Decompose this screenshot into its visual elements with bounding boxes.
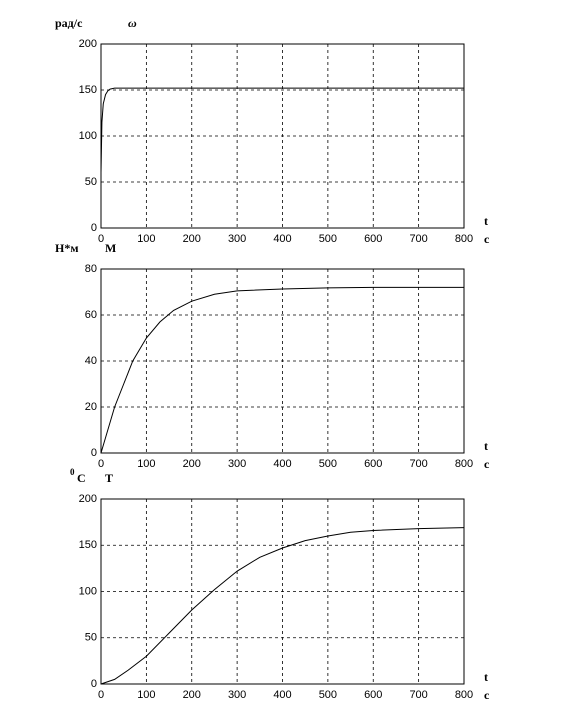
plot-frame [100, 43, 465, 229]
x-unit: c [484, 232, 490, 246]
y-tick-label: 150 [79, 539, 97, 551]
y-unit: Н*м [55, 241, 79, 255]
y-tick-label: 80 [85, 263, 97, 275]
x-unit: c [484, 457, 490, 471]
x-tick-label: 700 [409, 233, 427, 245]
x-tick-label: 100 [137, 233, 155, 245]
x-tick-label: 600 [364, 689, 382, 701]
y-tick-label: 50 [85, 176, 97, 188]
x-tick-label: 600 [364, 458, 382, 470]
x-tick-label: 700 [409, 689, 427, 701]
y-tick-label: 50 [85, 632, 97, 644]
x-tick-label: 0 [98, 233, 104, 245]
y-tick-label: 0 [91, 678, 97, 690]
y-tick-label: 40 [85, 355, 97, 367]
x-tick-label: 0 [98, 689, 104, 701]
x-tick-label: 100 [137, 689, 155, 701]
plot-frame [100, 498, 465, 685]
x-tick-label: 200 [183, 689, 201, 701]
x-tick-label: 400 [273, 458, 291, 470]
x-tick-label: 800 [455, 233, 473, 245]
plot-frame [100, 268, 465, 454]
x-label: t [484, 214, 488, 228]
x-label: t [484, 439, 488, 453]
x-tick-label: 500 [319, 233, 337, 245]
x-label: t [484, 670, 488, 684]
x-tick-label: 800 [455, 689, 473, 701]
y-label: T [105, 471, 113, 485]
y-tick-label: 100 [79, 585, 97, 597]
x-tick-label: 400 [273, 233, 291, 245]
y-tick-label: 0 [91, 447, 97, 459]
x-tick-label: 300 [228, 233, 246, 245]
x-tick-label: 600 [364, 233, 382, 245]
y-unit-sup: 0 [70, 467, 75, 477]
y-label: M [105, 241, 116, 255]
x-tick-label: 800 [455, 458, 473, 470]
data-line [100, 286, 464, 454]
y-tick-label: 200 [79, 38, 97, 50]
x-tick-label: 300 [228, 458, 246, 470]
x-unit: c [484, 688, 490, 702]
y-tick-label: 200 [79, 493, 97, 505]
x-tick-label: 500 [319, 458, 337, 470]
x-tick-label: 0 [98, 458, 104, 470]
x-tick-label: 500 [319, 689, 337, 701]
y-tick-label: 100 [79, 130, 97, 142]
x-tick-label: 400 [273, 689, 291, 701]
data-line [100, 527, 465, 685]
y-tick-label: 150 [79, 84, 97, 96]
x-tick-label: 300 [228, 689, 246, 701]
x-tick-label: 200 [183, 233, 201, 245]
y-unit: рад/с [55, 16, 83, 30]
data-line [100, 87, 464, 173]
y-label: ω [128, 16, 137, 30]
y-tick-label: 0 [91, 222, 97, 234]
x-tick-label: 200 [183, 458, 201, 470]
x-tick-label: 100 [137, 458, 155, 470]
y-unit: C [77, 471, 86, 485]
x-tick-label: 700 [409, 458, 427, 470]
y-tick-label: 20 [85, 401, 97, 413]
y-tick-label: 60 [85, 309, 97, 321]
